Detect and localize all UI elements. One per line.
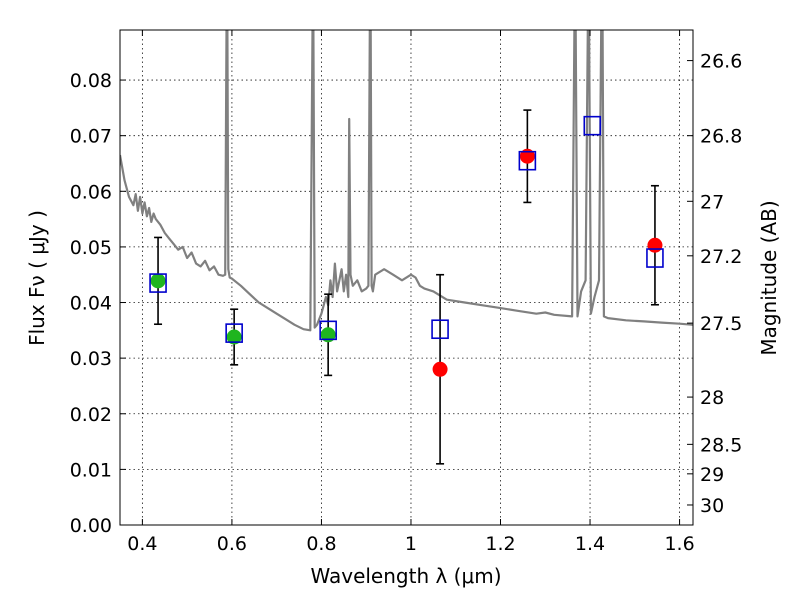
- x-tick-label: 0.4: [127, 533, 157, 555]
- model-square: [319, 320, 337, 341]
- photometry-points: [149, 109, 664, 465]
- x-tick-label: 1.4: [575, 533, 605, 555]
- data-point: [432, 361, 448, 377]
- data-point: [519, 148, 535, 164]
- model-square: [518, 150, 537, 171]
- data-point: [226, 329, 242, 345]
- x-tick-label: 1.6: [664, 533, 694, 555]
- x-tick-label: 1: [405, 533, 417, 555]
- grid: [120, 30, 693, 526]
- y-tick-label: 0.05: [70, 237, 112, 259]
- data-point: [320, 327, 336, 343]
- x-axis-label: Wavelength λ (μm): [310, 564, 501, 588]
- plot-frame: [119, 29, 694, 526]
- y2-tick-label: 29: [700, 464, 724, 486]
- y-tick-label: 0.04: [70, 293, 112, 315]
- x-tick-label: 1.2: [485, 533, 515, 555]
- y-tick-label: 0.06: [70, 181, 112, 203]
- x-tick-label: 0.8: [306, 533, 336, 555]
- y2-tick-label: 28.5: [700, 434, 742, 456]
- y2-tick-label: 26.8: [700, 126, 742, 148]
- model-square: [646, 248, 664, 268]
- y-tick-label: 0.08: [70, 70, 112, 92]
- y2-tick-label: 27.2: [700, 246, 742, 268]
- y2-tick-label: 27: [700, 191, 724, 213]
- y-tick-label: 0.02: [70, 404, 112, 426]
- axes: 0.4 0.6 0.8 1 1.2 1.4 1.6 0.00 0.01 0.02 0.03 0.04 0…: [70, 30, 742, 555]
- y2-tick-label: 30: [700, 495, 724, 517]
- data-point: [150, 273, 166, 289]
- y2-axis-label: Magnitude (AB): [757, 200, 781, 355]
- y2-tick-label: 27.5: [700, 313, 742, 335]
- model-square: [431, 319, 449, 340]
- model-square: [225, 323, 243, 343]
- y-tick-label: 0.07: [70, 126, 112, 148]
- y-tick-label: 0.00: [70, 515, 112, 537]
- x-tick-label: 0.6: [217, 533, 247, 555]
- model-square: [149, 273, 167, 293]
- y-tick-label: 0.03: [70, 348, 112, 370]
- y-tick-label: 0.01: [70, 459, 112, 481]
- y2-tick-label: 28: [700, 387, 724, 409]
- model-square: [583, 115, 602, 136]
- y-axis-label: Flux Fν ( μJy ): [25, 210, 49, 346]
- model-spectrum: [120, 30, 693, 332]
- spectrum-line: [120, 30, 693, 332]
- y2-tick-label: 26.6: [700, 51, 742, 73]
- data-point: [647, 237, 663, 253]
